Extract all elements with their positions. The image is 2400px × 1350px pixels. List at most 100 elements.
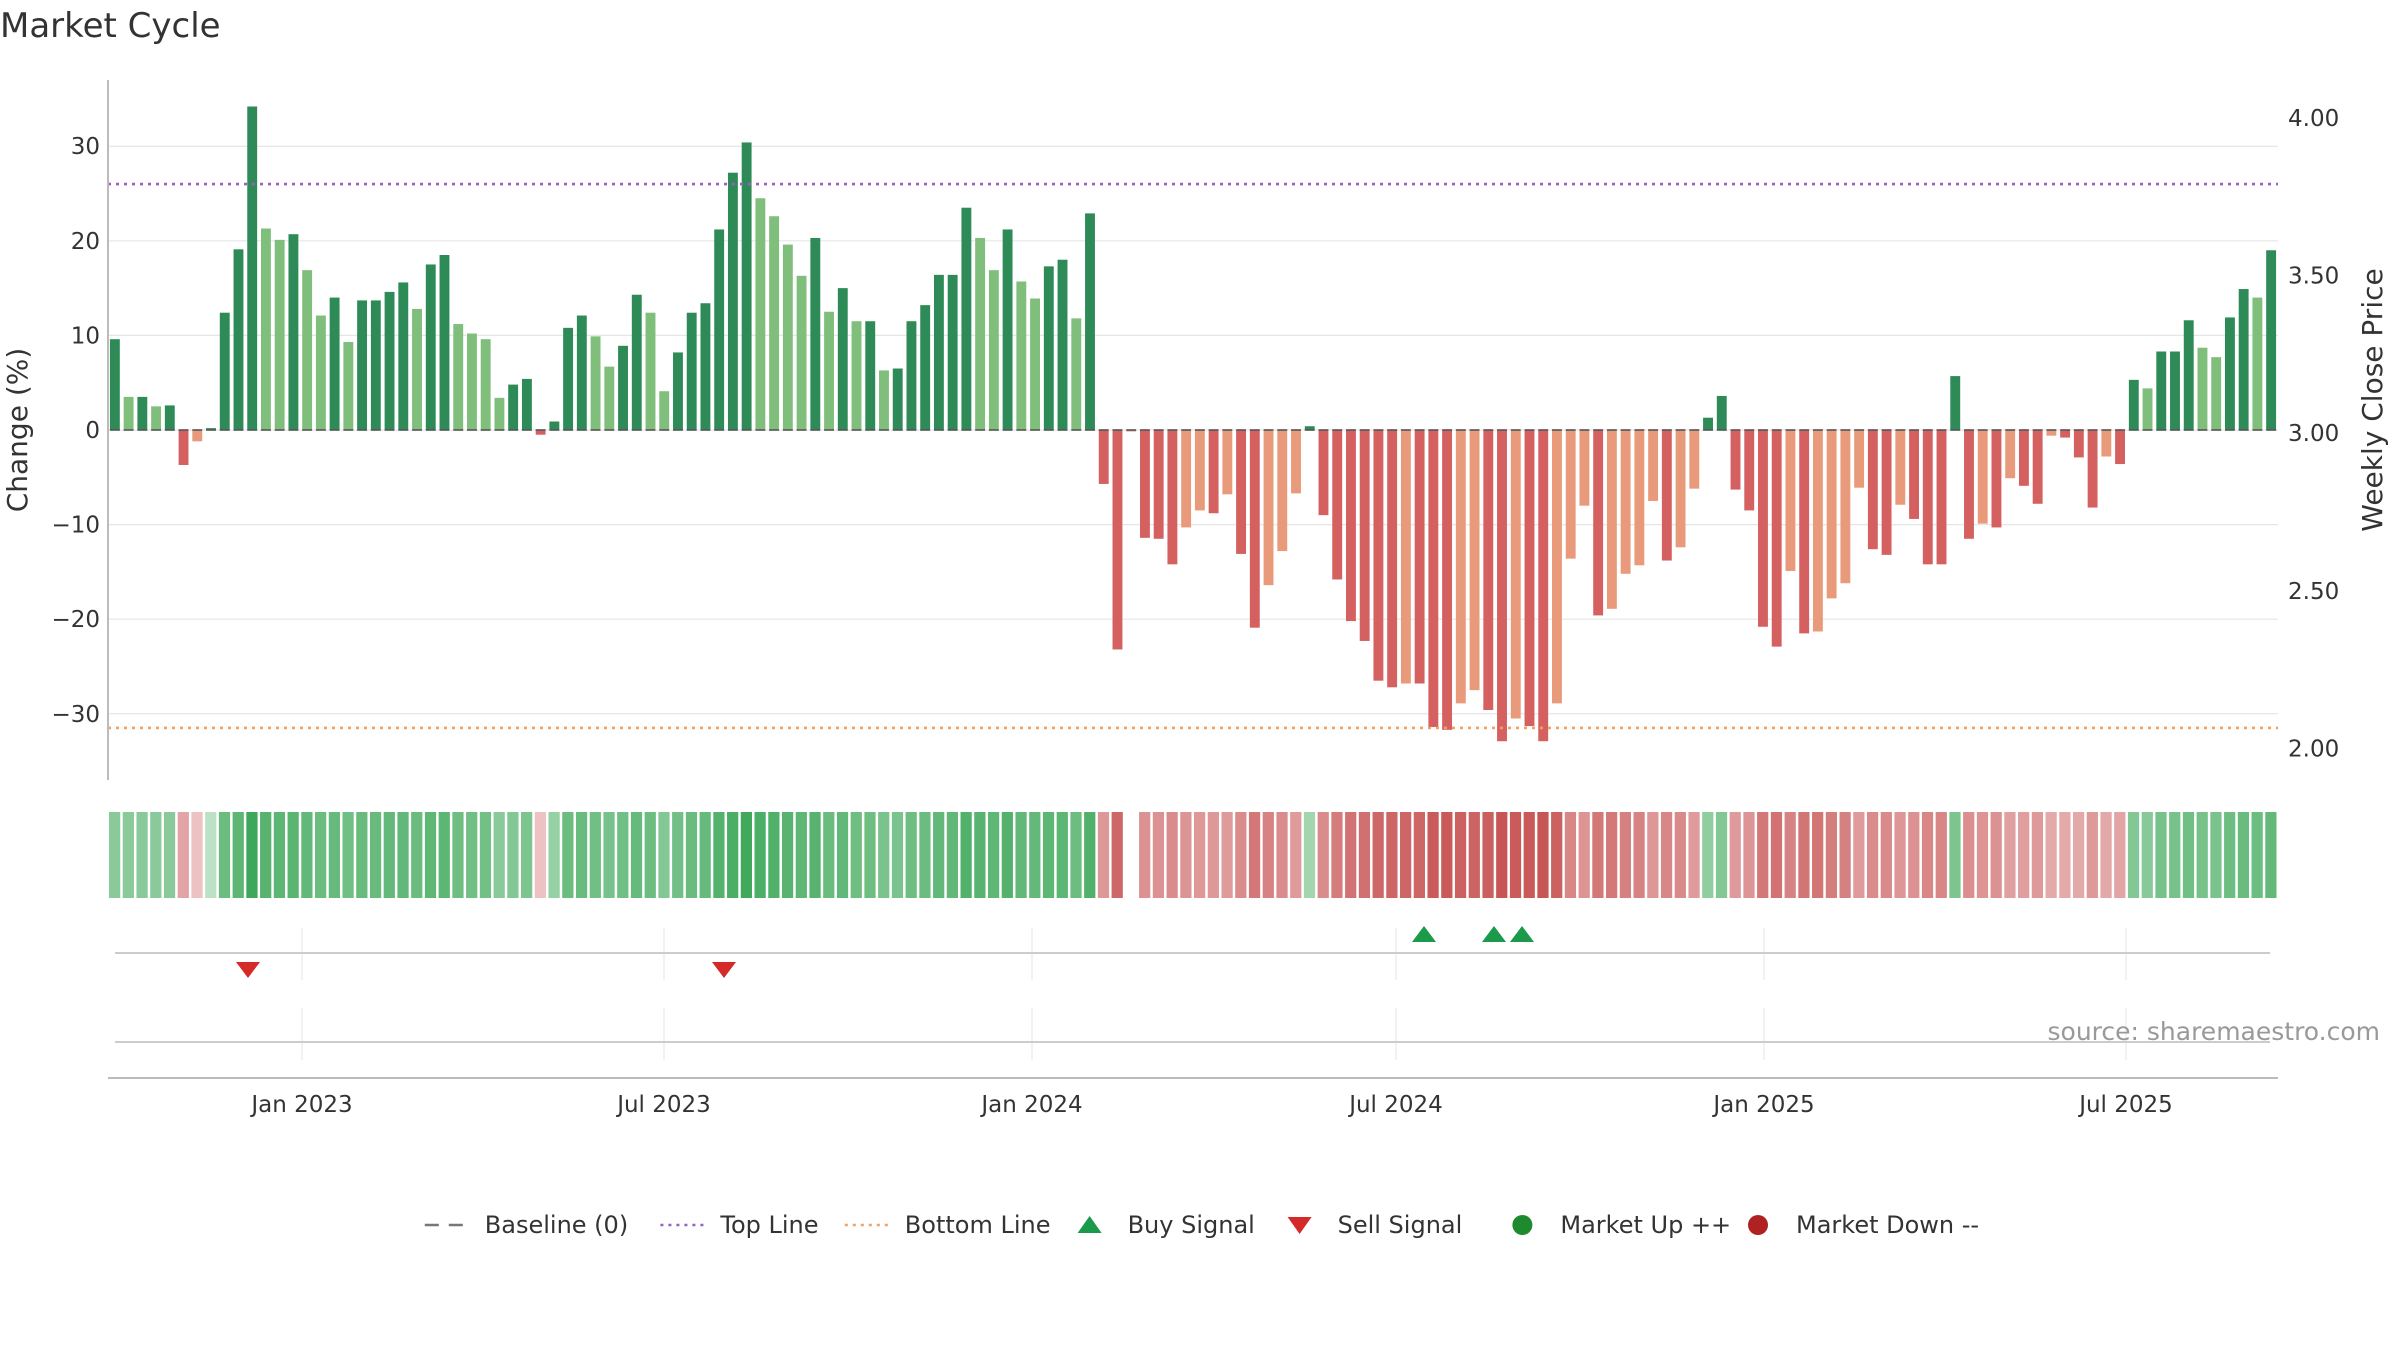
heat-cell — [260, 812, 272, 898]
bar — [1071, 318, 1082, 430]
heat-cell — [452, 812, 464, 898]
heat-cell — [699, 812, 711, 898]
bar — [782, 244, 793, 430]
bar — [494, 397, 505, 430]
bar — [1991, 430, 2002, 528]
legend-label: Top Line — [719, 1211, 818, 1239]
y-right-tick-label: 4.00 — [2288, 106, 2339, 132]
bar — [206, 428, 216, 430]
heat-cell — [933, 812, 945, 898]
heat-cell — [328, 812, 340, 898]
heat-cell — [232, 812, 244, 898]
heat-cell — [411, 812, 423, 898]
heat-cell — [987, 812, 1000, 898]
bar — [1442, 430, 1453, 730]
bar — [1867, 430, 1878, 550]
bar — [1744, 430, 1755, 511]
bar — [1318, 430, 1329, 516]
heat-cell — [315, 812, 327, 898]
bar — [686, 312, 697, 430]
lower-panel: source: sharemaestro.com — [115, 1008, 2380, 1060]
bar — [164, 405, 175, 430]
bar — [659, 391, 670, 430]
heat-cell — [740, 812, 752, 898]
bar — [2128, 379, 2139, 430]
heat-cell — [589, 812, 601, 898]
heat-cell — [2004, 812, 2016, 898]
heat-strip — [109, 812, 2277, 898]
heat-cell — [1496, 812, 1508, 898]
legend-label: Bottom Line — [905, 1211, 1051, 1239]
bar — [1579, 430, 1590, 506]
bar — [219, 312, 230, 430]
heat-cell — [356, 812, 368, 898]
legend-symbol-circle — [1512, 1215, 1533, 1235]
legend-label: Buy Signal — [1128, 1211, 1255, 1239]
heat-cell — [479, 812, 492, 898]
heat-cell — [1111, 812, 1123, 898]
heat-cell — [1757, 812, 1769, 898]
y-tick-label: −20 — [51, 607, 100, 633]
bar — [2170, 351, 2180, 430]
heat-cell — [1908, 812, 1920, 898]
legend-symbol-circle — [1748, 1215, 1768, 1235]
bar — [1703, 417, 1713, 430]
bar — [1538, 430, 1549, 742]
bar — [576, 315, 587, 430]
legend-symbol-triangle-down — [1287, 1217, 1312, 1234]
heat-cell — [1070, 812, 1082, 898]
heat-cell — [2045, 812, 2057, 898]
bar — [247, 106, 258, 431]
bar — [439, 255, 450, 430]
bar — [137, 396, 148, 430]
bar — [343, 342, 354, 430]
heat-cell — [205, 812, 217, 898]
bar — [425, 264, 436, 430]
heat-cell — [273, 812, 286, 898]
heat-cell — [603, 812, 615, 898]
heat-cell — [1866, 812, 1879, 898]
heat-cell — [466, 812, 478, 898]
bar — [1002, 229, 1013, 430]
bar — [261, 228, 271, 430]
bar — [398, 282, 409, 430]
bar — [906, 321, 917, 430]
bar — [1771, 430, 1782, 647]
heat-cell — [781, 812, 794, 898]
bar — [192, 430, 203, 442]
bar — [412, 308, 422, 430]
heat-cell — [1001, 812, 1013, 898]
heat-cell — [1413, 812, 1425, 898]
heat-cell — [1207, 812, 1219, 898]
heat-cell — [1976, 812, 1989, 898]
heat-cell — [342, 812, 354, 898]
heat-cell — [1880, 812, 1892, 898]
bar — [563, 327, 574, 430]
heat-cell — [301, 812, 313, 898]
bar — [865, 321, 876, 430]
bar — [2224, 317, 2235, 430]
heat-cell — [1825, 812, 1837, 898]
bar — [590, 336, 601, 430]
bar — [837, 288, 848, 430]
bar — [2252, 297, 2263, 430]
bar — [714, 229, 725, 430]
bar — [2087, 430, 2098, 508]
heat-cell — [246, 812, 258, 898]
bar — [755, 198, 766, 430]
heat-cell — [1235, 812, 1247, 898]
heat-cell — [534, 812, 546, 898]
heat-cell — [397, 812, 409, 898]
heat-cell — [1674, 812, 1686, 898]
heat-cell — [1784, 812, 1796, 898]
bar — [453, 324, 464, 430]
heat-cell — [754, 812, 766, 898]
heat-cell — [1949, 812, 1961, 898]
legend-label: Market Down -- — [1796, 1211, 1979, 1239]
heat-cell — [2224, 812, 2236, 898]
bar — [1346, 430, 1356, 622]
bar — [2101, 430, 2112, 457]
bar — [1881, 430, 1892, 555]
heat-cell — [809, 812, 821, 898]
